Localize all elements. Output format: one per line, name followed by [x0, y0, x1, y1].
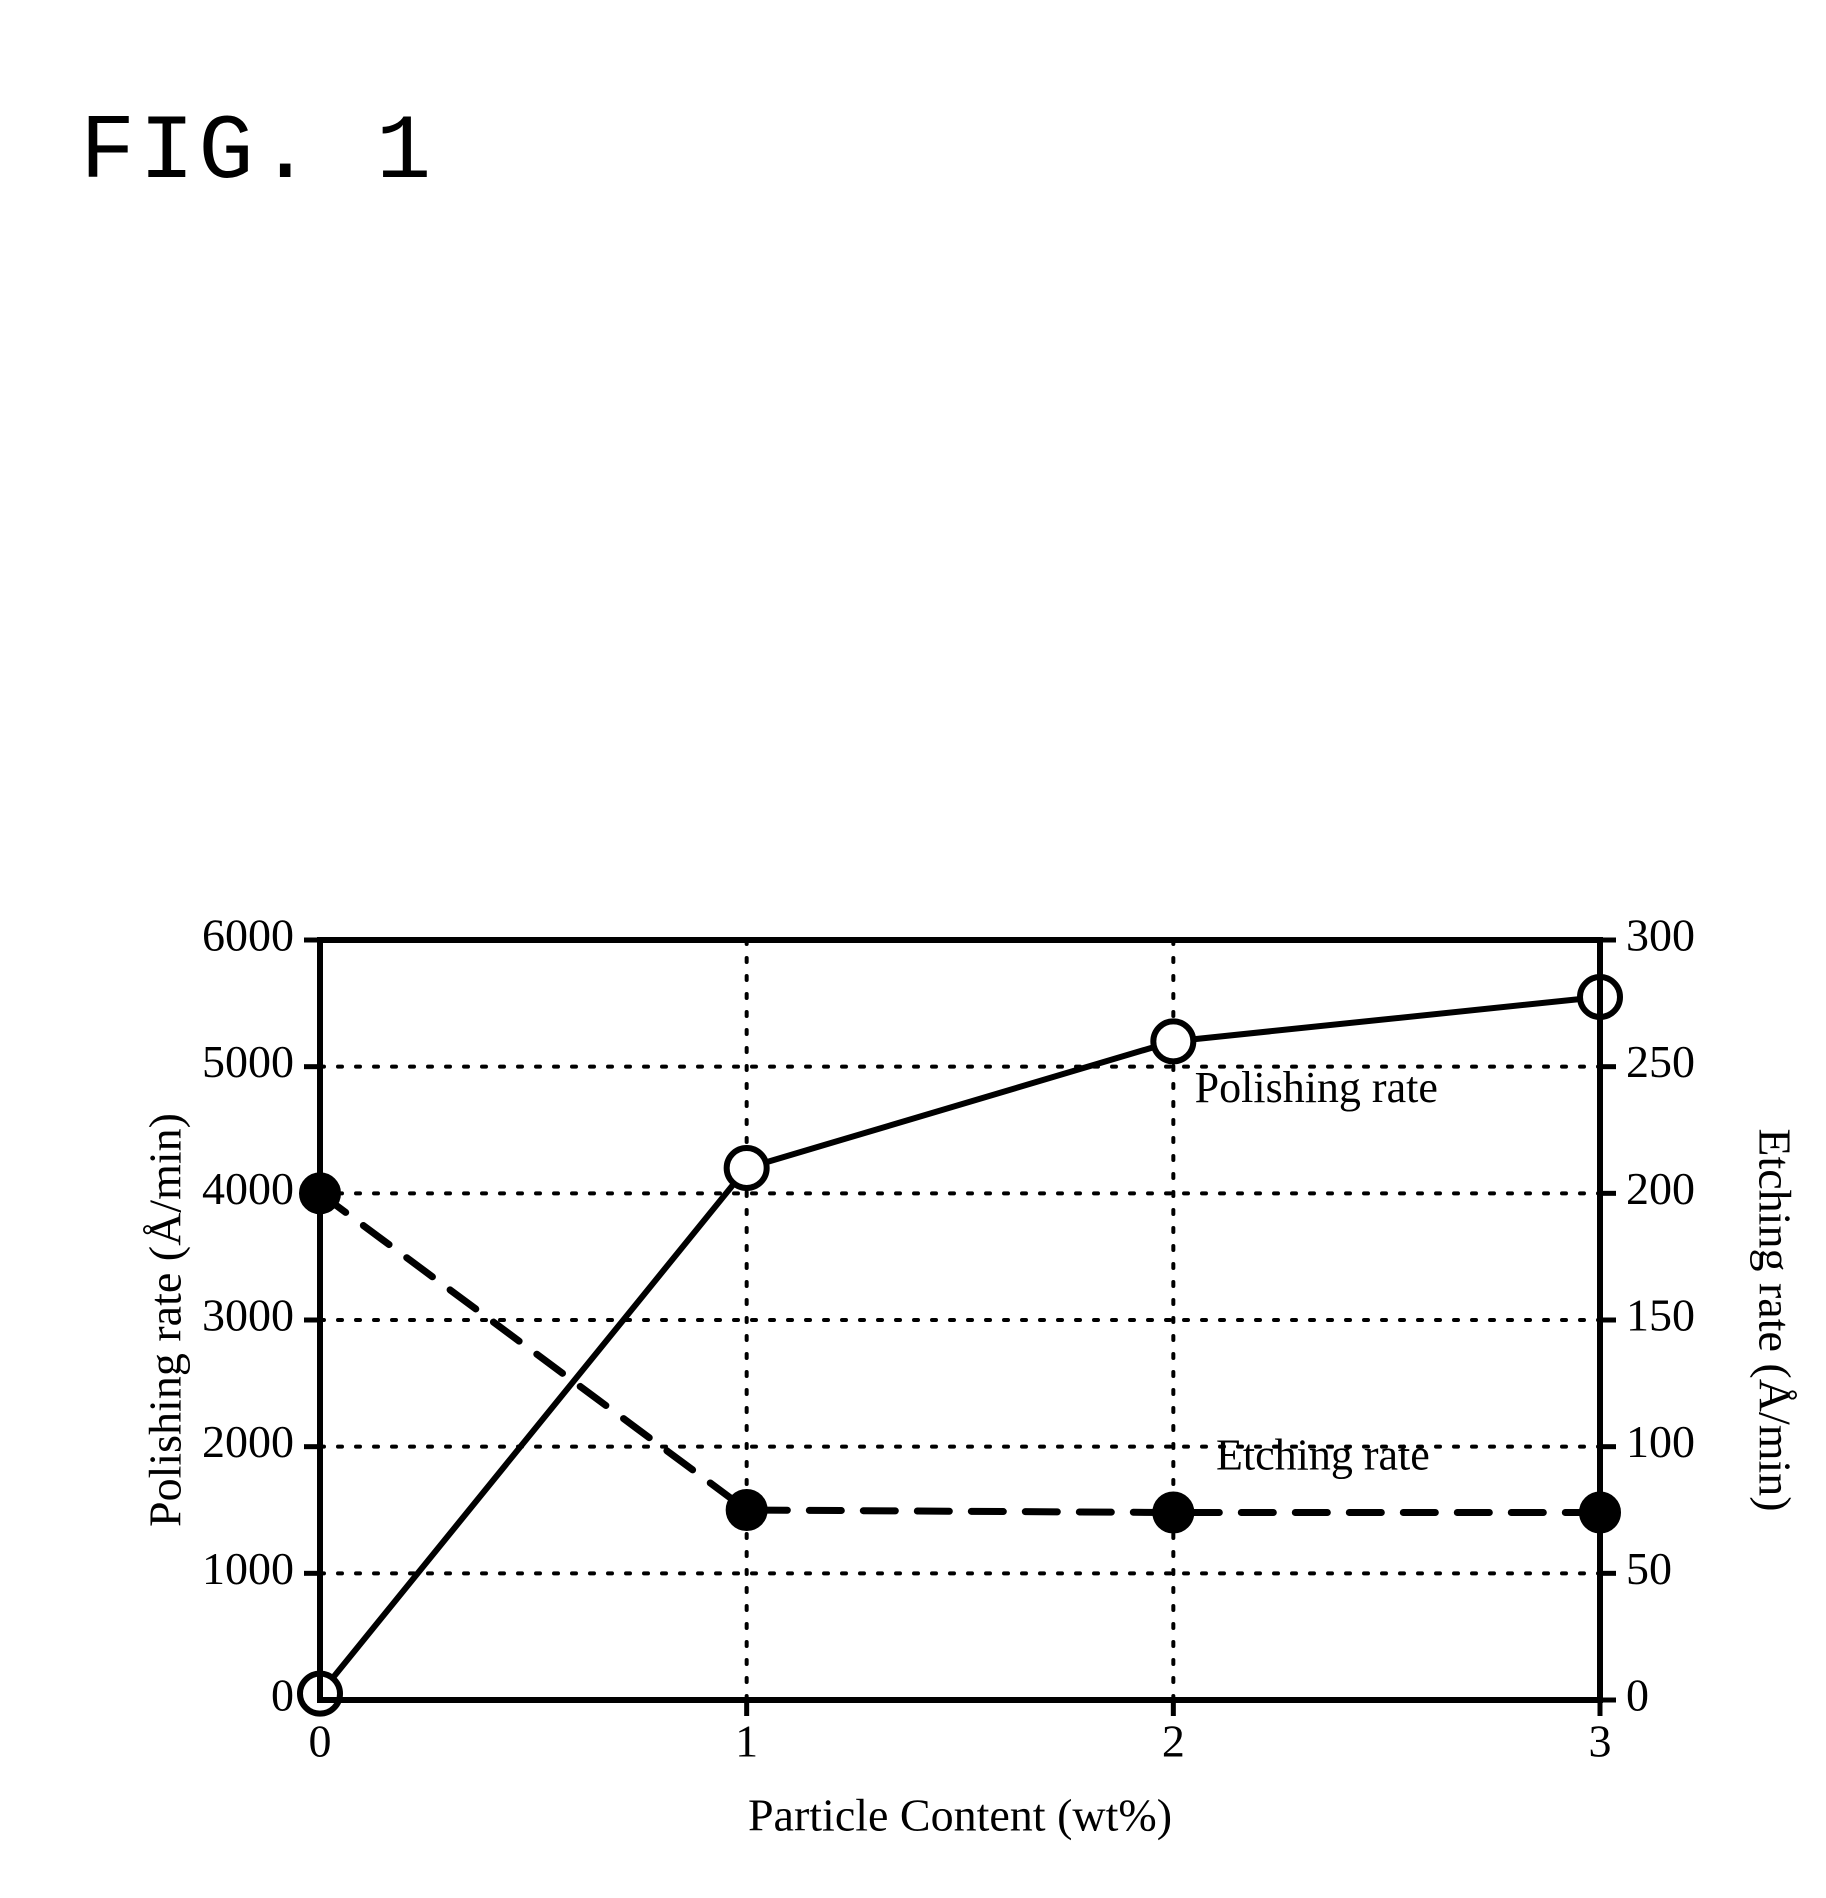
x-tick-label: 1: [735, 1716, 758, 1767]
x-axis-label: Particle Content (wt%): [748, 1790, 1172, 1841]
polishing-series-label: Polishing rate: [1195, 1063, 1438, 1112]
y-left-tick-label: 3000: [202, 1290, 294, 1341]
y-left-tick-label: 1000: [202, 1543, 294, 1594]
etching-series-label: Etching rate: [1216, 1430, 1430, 1479]
chart-svg: 0123010002000300040005000600005010015020…: [120, 880, 1820, 1860]
y-right-tick-label: 300: [1626, 910, 1695, 961]
y-left-tick-label: 2000: [202, 1416, 294, 1467]
x-tick-label: 0: [309, 1716, 332, 1767]
y-right-tick-label: 150: [1626, 1290, 1695, 1341]
x-tick-label: 2: [1162, 1716, 1185, 1767]
y-right-tick-label: 50: [1626, 1543, 1672, 1594]
y-right-tick-label: 200: [1626, 1163, 1695, 1214]
polishing-marker: [727, 1148, 767, 1188]
polishing-marker: [1153, 1021, 1193, 1061]
y-right-axis-label: Etching rate (Å/min): [1749, 1128, 1800, 1511]
y-right-tick-label: 100: [1626, 1416, 1695, 1467]
y-right-tick-label: 0: [1626, 1670, 1649, 1721]
etching-marker: [1153, 1493, 1193, 1533]
etching-marker: [727, 1490, 767, 1530]
y-left-axis-label: Polishing rate (Å/min): [140, 1113, 191, 1527]
y-left-tick-label: 6000: [202, 910, 294, 961]
y-left-tick-label: 5000: [202, 1036, 294, 1087]
plot-area: [320, 940, 1600, 1700]
figure-label: FIG. 1: [80, 100, 435, 205]
y-left-tick-label: 4000: [202, 1163, 294, 1214]
y-right-tick-label: 250: [1626, 1036, 1695, 1087]
y-left-tick-label: 0: [271, 1670, 294, 1721]
x-tick-label: 3: [1589, 1716, 1612, 1767]
chart-container: 0123010002000300040005000600005010015020…: [120, 880, 1820, 1860]
